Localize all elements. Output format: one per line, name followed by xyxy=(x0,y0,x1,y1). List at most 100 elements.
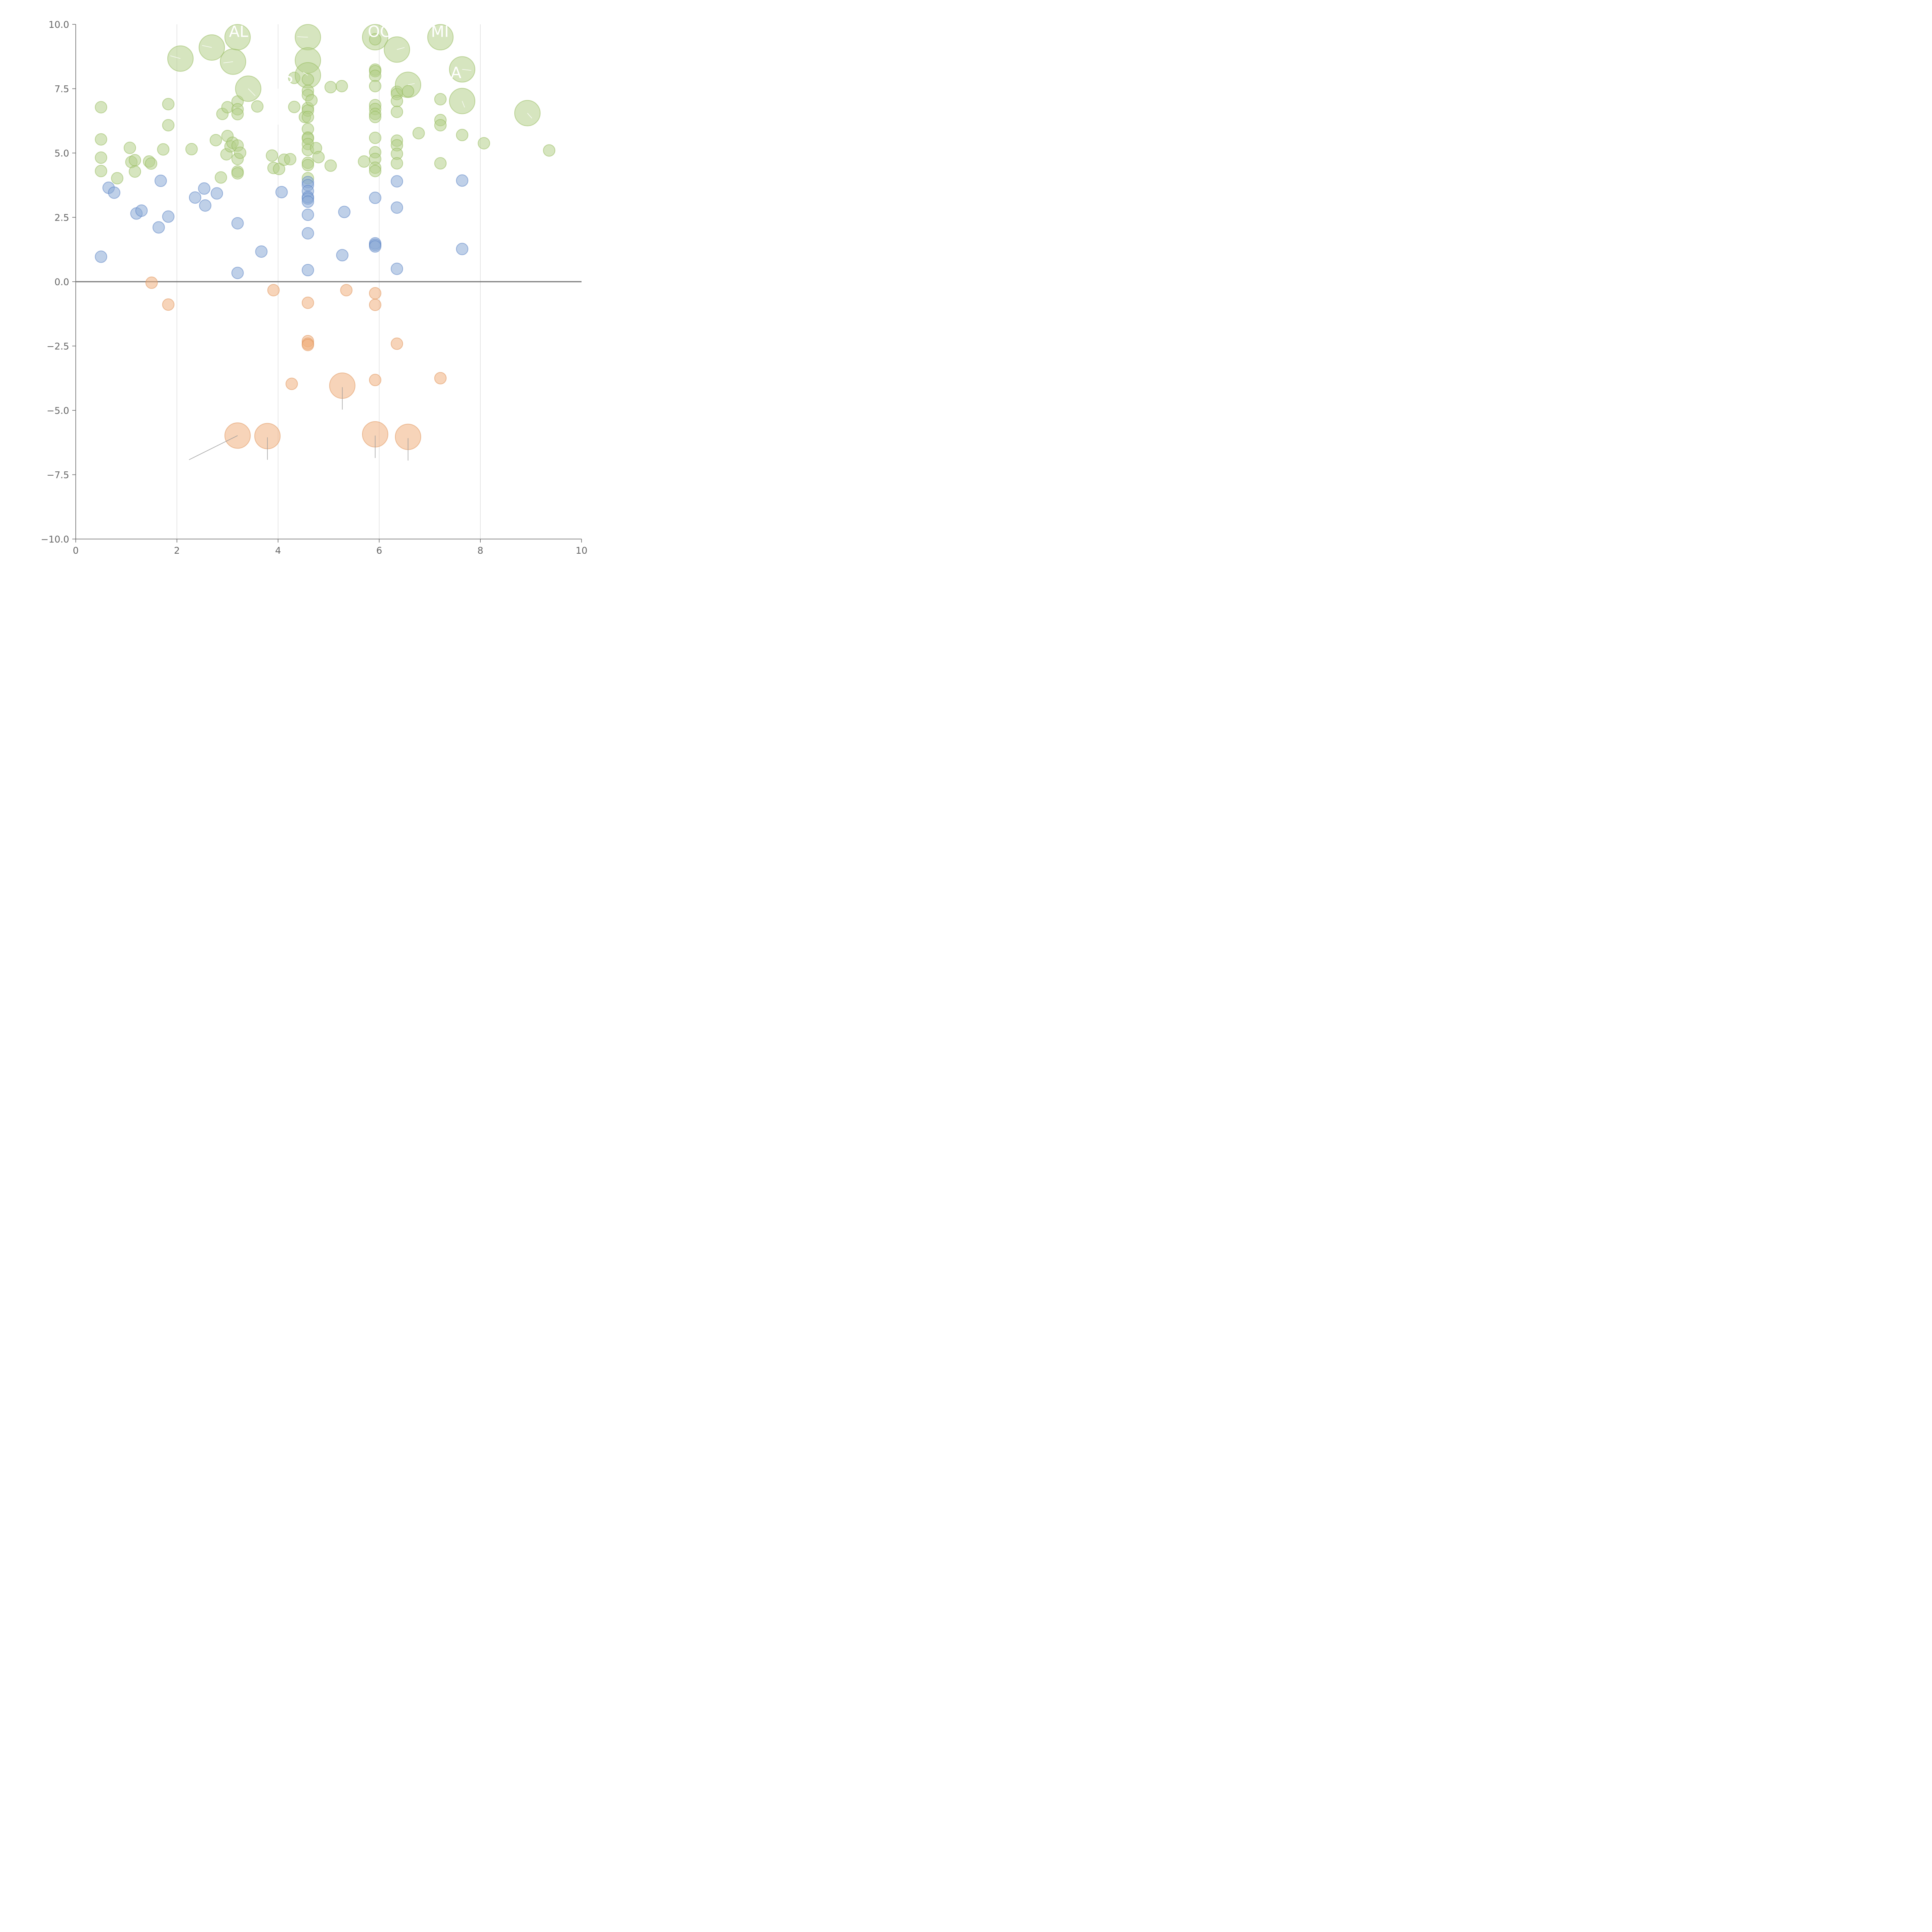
blue-bubble xyxy=(108,186,121,199)
green-bubble xyxy=(312,151,325,163)
green-bubble xyxy=(95,165,107,177)
callout-line xyxy=(462,101,465,108)
green-bubble xyxy=(301,73,314,86)
orange-bubble xyxy=(301,296,314,309)
blue-bubble xyxy=(369,240,381,253)
green-bubble xyxy=(129,165,141,178)
blue-bubble xyxy=(154,174,167,187)
green-bubble xyxy=(185,143,198,156)
green-bubble xyxy=(124,141,136,154)
bubble-layer xyxy=(95,24,556,450)
blue-bubble xyxy=(301,195,314,208)
green-bubble xyxy=(301,111,314,123)
green-bubble xyxy=(234,146,247,159)
y-tick-label: −10.0 xyxy=(41,534,69,545)
x-tick-label: 2 xyxy=(174,545,180,556)
blue-bubble xyxy=(231,267,244,279)
annotation-label: OC xyxy=(368,23,391,41)
bubble-chart: 0 2 4 6 8 10 10.0 7.5 5.0 2.5 0.0 −2.5 −5.0 −7.5 −10.0… xyxy=(41,19,587,556)
blue-bubble xyxy=(391,175,403,188)
green-bubble xyxy=(324,81,337,94)
x-tick-label: 8 xyxy=(478,545,483,556)
orange-bubble xyxy=(369,287,381,299)
x-tick-label: 4 xyxy=(275,545,281,556)
blue-bubble xyxy=(456,174,469,187)
y-tick-label: −2.5 xyxy=(47,341,69,352)
green-bubble xyxy=(284,153,297,165)
blue-bubble xyxy=(391,201,403,214)
y-tick-label: 7.5 xyxy=(54,84,69,95)
annotation-label: A xyxy=(451,64,462,82)
green-bubble xyxy=(305,94,318,107)
blue-bubble xyxy=(211,187,223,200)
orange-bubble xyxy=(285,378,298,390)
blue-bubble xyxy=(275,186,288,199)
callout-line xyxy=(170,55,181,59)
orange-bubble xyxy=(391,337,403,350)
green-bubble xyxy=(214,171,227,184)
annotation-label: MI xyxy=(431,23,449,41)
y-tick-label: −7.5 xyxy=(47,470,69,481)
callout-line xyxy=(248,88,256,96)
green-bubble xyxy=(288,100,301,113)
green-bubble xyxy=(391,95,403,107)
green-bubble xyxy=(95,151,107,164)
axes-layer: 0 2 4 6 8 10 10.0 7.5 5.0 2.5 0.0 −2.5 −5.0 −7.5 −10.0 xyxy=(41,19,587,556)
y-tick-label: 10.0 xyxy=(49,19,69,30)
green-bubble xyxy=(369,165,381,177)
orange-bubble xyxy=(145,276,158,289)
callout-line xyxy=(527,113,532,119)
green-bubble xyxy=(95,101,107,114)
blue-bubble xyxy=(301,227,314,240)
orange-bubble xyxy=(301,338,314,351)
blue-bubble xyxy=(255,245,268,258)
green-bubble xyxy=(224,24,251,51)
y-tick-label: 2.5 xyxy=(54,213,69,223)
annotation-label: S xyxy=(283,69,293,87)
annotation-label: AL xyxy=(229,23,248,41)
blue-bubble xyxy=(162,210,175,223)
green-bubble xyxy=(335,80,348,92)
green-bubble xyxy=(129,154,141,167)
blue-bubble xyxy=(301,208,314,221)
green-bubble xyxy=(95,133,107,146)
blue-bubble xyxy=(391,262,403,275)
green-bubble xyxy=(369,111,381,123)
green-bubble xyxy=(434,157,447,170)
green-bubble xyxy=(324,159,337,172)
callout-line xyxy=(223,61,233,63)
green-bubble xyxy=(265,149,278,162)
green-bubble xyxy=(369,70,381,82)
green-bubble xyxy=(427,24,454,51)
blue-bubble xyxy=(95,250,107,263)
green-bubble xyxy=(391,105,403,118)
callout-line xyxy=(202,45,212,48)
blue-bubble xyxy=(189,191,201,204)
callout-line xyxy=(189,435,238,460)
green-bubble xyxy=(391,157,403,170)
green-bubble xyxy=(301,159,314,172)
label-layer: AL OC MI S A xyxy=(229,23,462,87)
green-bubble xyxy=(157,143,170,156)
callout-line xyxy=(462,69,471,71)
green-bubble xyxy=(111,172,124,185)
green-bubble xyxy=(369,33,381,46)
green-bubble xyxy=(221,101,234,114)
blue-bubble xyxy=(231,217,244,230)
blue-bubble xyxy=(338,206,351,218)
callout-line xyxy=(397,47,405,50)
orange-bubble xyxy=(434,372,447,384)
green-bubble xyxy=(231,108,244,121)
orange-bubble xyxy=(267,284,280,296)
callout-layer xyxy=(170,36,532,461)
green-bubble xyxy=(369,80,381,92)
blue-bubble xyxy=(456,243,469,255)
blue-bubble xyxy=(301,264,314,277)
y-tick-label: 0.0 xyxy=(54,277,69,287)
green-bubble xyxy=(231,167,244,180)
green-bubble xyxy=(478,137,490,150)
x-tick-label: 6 xyxy=(376,545,382,556)
blue-bubble xyxy=(152,221,165,234)
green-bubble xyxy=(209,134,222,146)
green-bubble xyxy=(412,127,425,139)
